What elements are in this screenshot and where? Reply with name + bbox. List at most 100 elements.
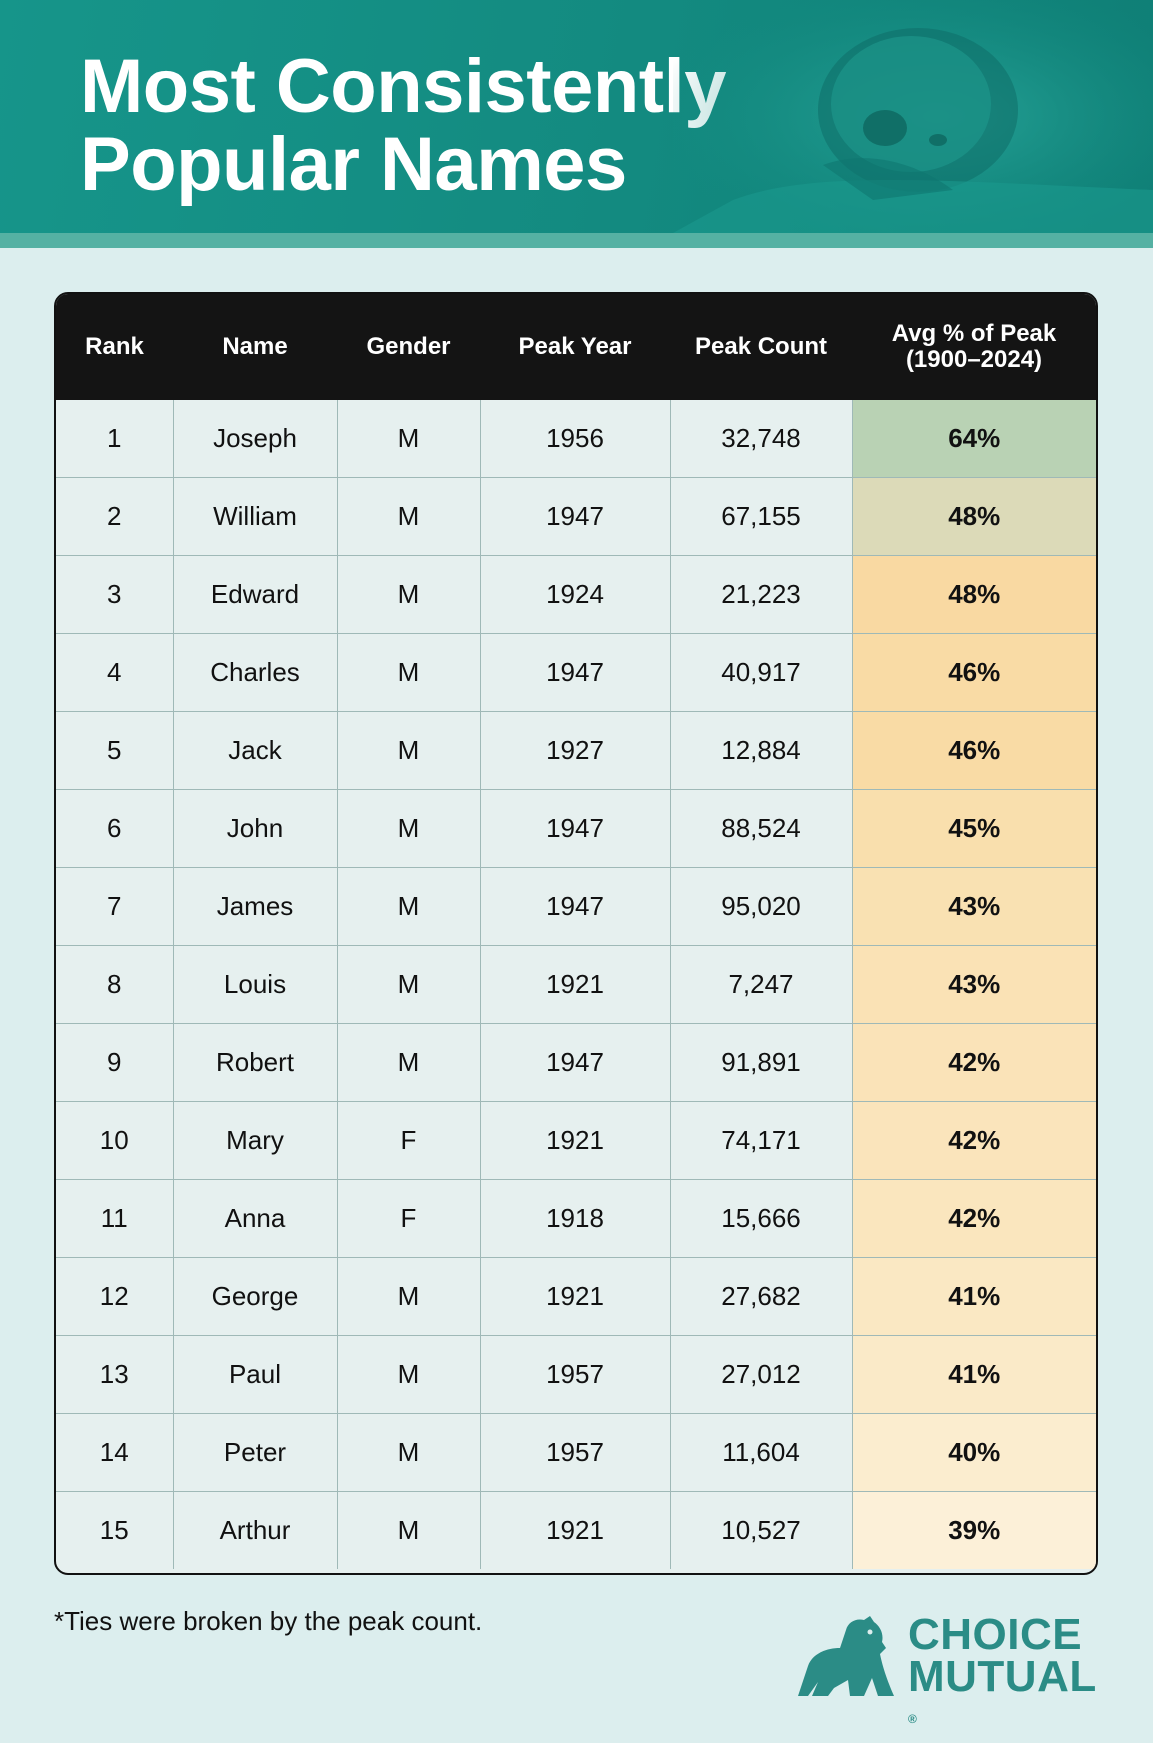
table-row: 12 George M 1921 27,682 41% <box>56 1257 1096 1336</box>
table-row: 9 Robert M 1947 91,891 42% <box>56 1023 1096 1102</box>
peak-count-cell: 88,524 <box>670 789 853 868</box>
name-cell: Louis <box>173 945 338 1024</box>
peak-year-cell: 1921 <box>480 945 671 1024</box>
peak-year-cell: 1957 <box>480 1413 671 1492</box>
rank-cell: 10 <box>56 1101 174 1180</box>
peak-year-cell: 1947 <box>480 633 671 712</box>
logo-text: CHOICE MUTUAL ® <box>908 1610 1097 1740</box>
rank-cell: 12 <box>56 1257 174 1336</box>
avg-pct-cell: 48% <box>852 555 1096 634</box>
peak-count-cell: 32,748 <box>670 400 853 478</box>
rank-cell: 5 <box>56 711 174 790</box>
table-row: 7 James M 1947 95,020 43% <box>56 867 1096 946</box>
rank-cell: 7 <box>56 867 174 946</box>
choice-mutual-logo: CHOICE MUTUAL ® <box>790 1608 1100 1726</box>
rank-cell: 4 <box>56 633 174 712</box>
logo-line-1: CHOICE <box>908 1610 1083 1659</box>
name-cell: Jack <box>173 711 338 790</box>
rank-cell: 13 <box>56 1335 174 1414</box>
avg-pct-cell: 42% <box>852 1023 1096 1102</box>
name-cell: Arthur <box>173 1491 338 1569</box>
peak-year-cell: 1921 <box>480 1491 671 1569</box>
avg-pct-cell: 41% <box>852 1257 1096 1336</box>
column-header: Name <box>173 294 337 400</box>
column-header: Peak Year <box>480 294 670 400</box>
name-cell: George <box>173 1257 338 1336</box>
rank-cell: 2 <box>56 477 174 556</box>
peak-count-cell: 15,666 <box>670 1179 853 1258</box>
table-row: 2 William M 1947 67,155 48% <box>56 477 1096 556</box>
title-line-2: Popular Names <box>80 122 627 207</box>
column-header: Rank <box>56 294 173 400</box>
column-header: Gender <box>337 294 480 400</box>
avg-pct-cell: 46% <box>852 711 1096 790</box>
peak-count-cell: 11,604 <box>670 1413 853 1492</box>
peak-year-cell: 1918 <box>480 1179 671 1258</box>
name-cell: Paul <box>173 1335 338 1414</box>
logo-line-2: MUTUAL ® <box>908 1652 1097 1740</box>
table-row: 15 Arthur M 1921 10,527 39% <box>56 1491 1096 1569</box>
peak-count-cell: 12,884 <box>670 711 853 790</box>
peak-count-cell: 74,171 <box>670 1101 853 1180</box>
gender-cell: M <box>337 945 481 1024</box>
table-row: 6 John M 1947 88,524 45% <box>56 789 1096 868</box>
title-line-1: Most Consistently <box>80 44 727 129</box>
table-row: 3 Edward M 1924 21,223 48% <box>56 555 1096 634</box>
peak-count-cell: 7,247 <box>670 945 853 1024</box>
avg-pct-cell: 43% <box>852 945 1096 1024</box>
name-cell: Anna <box>173 1179 338 1258</box>
gender-cell: M <box>337 633 481 712</box>
peak-year-cell: 1927 <box>480 711 671 790</box>
gender-cell: M <box>337 1413 481 1492</box>
peak-count-cell: 95,020 <box>670 867 853 946</box>
column-header: Peak Count <box>670 294 852 400</box>
gender-cell: M <box>337 477 481 556</box>
name-cell: Peter <box>173 1413 338 1492</box>
table-row: 14 Peter M 1957 11,604 40% <box>56 1413 1096 1492</box>
rank-cell: 6 <box>56 789 174 868</box>
peak-count-cell: 27,682 <box>670 1257 853 1336</box>
gender-cell: M <box>337 555 481 634</box>
gender-cell: M <box>337 867 481 946</box>
name-cell: John <box>173 789 338 868</box>
gender-cell: M <box>337 1335 481 1414</box>
table-body: 1 Joseph M 1956 32,748 64% 2 William M 1947 67,155… <box>56 400 1096 1569</box>
peak-year-cell: 1947 <box>480 789 671 868</box>
table-row: 1 Joseph M 1956 32,748 64% <box>56 400 1096 478</box>
peak-count-cell: 40,917 <box>670 633 853 712</box>
avg-pct-cell: 43% <box>852 867 1096 946</box>
rank-cell: 14 <box>56 1413 174 1492</box>
rank-cell: 15 <box>56 1491 174 1569</box>
peak-year-cell: 1956 <box>480 400 671 478</box>
gender-cell: M <box>337 1257 481 1336</box>
peak-year-cell: 1957 <box>480 1335 671 1414</box>
name-cell: Joseph <box>173 400 338 478</box>
logo-line-2-text: MUTUAL <box>908 1652 1097 1701</box>
avg-pct-cell: 39% <box>852 1491 1096 1569</box>
avg-pct-cell: 45% <box>852 789 1096 868</box>
gender-cell: M <box>337 789 481 868</box>
peak-count-cell: 91,891 <box>670 1023 853 1102</box>
table-row: 8 Louis M 1921 7,247 43% <box>56 945 1096 1024</box>
gender-cell: F <box>337 1179 481 1258</box>
avg-pct-cell: 42% <box>852 1179 1096 1258</box>
rank-cell: 11 <box>56 1179 174 1258</box>
name-cell: Robert <box>173 1023 338 1102</box>
name-cell: Mary <box>173 1101 338 1180</box>
baby-photo <box>673 0 1153 233</box>
peak-count-cell: 27,012 <box>670 1335 853 1414</box>
peak-count-cell: 21,223 <box>670 555 853 634</box>
peak-year-cell: 1921 <box>480 1101 671 1180</box>
gender-cell: M <box>337 1491 481 1569</box>
name-cell: Edward <box>173 555 338 634</box>
column-header: Avg % of Peak (1900–2024) <box>852 294 1096 400</box>
header-strip <box>0 233 1153 248</box>
avg-pct-cell: 41% <box>852 1335 1096 1414</box>
rank-cell: 9 <box>56 1023 174 1102</box>
page-title: Most Consistently Popular Names <box>80 44 727 207</box>
peak-count-cell: 67,155 <box>670 477 853 556</box>
name-cell: James <box>173 867 338 946</box>
avg-pct-cell: 64% <box>852 400 1096 478</box>
names-table-container: Rank Name Gender Peak Year Peak Count Avg % o… <box>54 292 1098 1575</box>
table-row: 10 Mary F 1921 74,171 42% <box>56 1101 1096 1180</box>
